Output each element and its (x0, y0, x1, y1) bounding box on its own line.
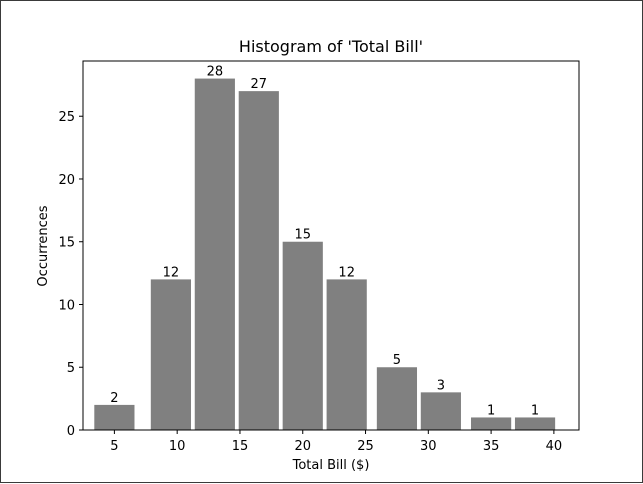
bar-value-label: 1 (531, 403, 539, 418)
plot-area-frame (82, 60, 580, 431)
y-axis-ticks: 0 5 10 15 20 25 (58, 110, 83, 439)
bar-value-label: 15 (294, 228, 311, 243)
y-tick-label: 20 (58, 173, 75, 188)
x-tick-label: 20 (294, 439, 311, 454)
x-tick-label: 35 (483, 439, 500, 454)
bar-value-label: 3 (437, 378, 445, 393)
x-tick-label: 40 (546, 439, 563, 454)
bar-value-label: 5 (393, 353, 401, 368)
y-tick-label: 5 (67, 361, 75, 376)
y-tick-label: 15 (58, 236, 75, 251)
histogram-bar (150, 279, 191, 430)
y-tick-label: 10 (58, 298, 75, 313)
x-tick-label: 30 (420, 439, 437, 454)
histogram-bar (194, 78, 235, 431)
chart-title: Histogram of 'Total Bill' (239, 37, 423, 56)
histogram-bar (94, 404, 135, 430)
x-tick-label: 10 (169, 439, 186, 454)
bar-value-label: 28 (207, 65, 224, 80)
bar-labels-group: 2 12 28 27 15 12 5 3 1 1 (110, 65, 539, 419)
x-tick-label: 25 (357, 439, 374, 454)
bars-group (94, 78, 556, 431)
x-axis-ticks: 5 10 15 20 25 30 35 40 (110, 430, 562, 454)
histogram-bar (471, 417, 512, 430)
y-tick-label: 25 (58, 110, 75, 125)
bar-value-label: 27 (251, 77, 268, 92)
bar-value-label: 1 (487, 403, 495, 418)
histogram-bar (514, 417, 556, 430)
x-tick-label: 5 (110, 439, 118, 454)
y-tick-label: 0 (67, 424, 75, 439)
bar-value-label: 2 (110, 391, 118, 406)
histogram-bar (420, 392, 461, 430)
histogram-bar (376, 367, 418, 430)
histogram-bar (326, 279, 367, 430)
x-axis-label: Total Bill ($) (292, 458, 370, 473)
histogram-bar (282, 241, 323, 430)
bar-value-label: 12 (163, 265, 180, 280)
x-tick-label: 15 (232, 439, 249, 454)
bar-value-label: 12 (338, 265, 355, 280)
y-axis-label: Occurrences (36, 205, 51, 286)
histogram-bar (238, 91, 279, 431)
